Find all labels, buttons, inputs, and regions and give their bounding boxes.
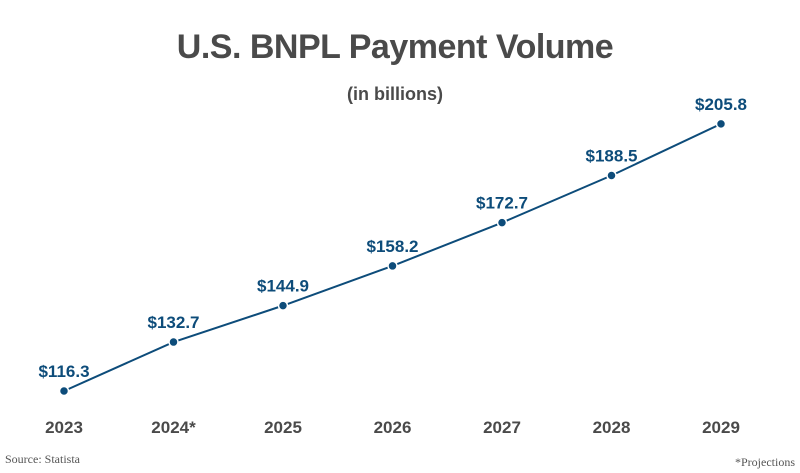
chart-title: U.S. BNPL Payment Volume (176, 28, 614, 66)
data-label: $172.7 (476, 194, 528, 213)
data-label: $158.2 (367, 237, 419, 256)
data-labels-group: $116.3 $132.7 $144.9 $158.2 $172.7 $188.5 $205… (38, 95, 747, 381)
projections-footnote: *Projections (735, 455, 795, 469)
x-axis-tick-label: 2023 (45, 418, 83, 437)
source-note: Source: Statista (5, 452, 80, 466)
data-label: $205.8 (695, 95, 747, 114)
data-point-marker (715, 118, 727, 130)
data-label: $132.7 (148, 313, 200, 332)
data-point-marker (58, 385, 70, 397)
data-point-marker (168, 336, 179, 348)
data-label: $116.3 (38, 362, 89, 381)
x-axis-tick-label: 2028 (593, 418, 631, 437)
x-axis-tick-label: 2029 (702, 418, 740, 437)
data-label: $188.5 (586, 146, 638, 165)
markers-group (58, 118, 727, 397)
data-point-marker (387, 260, 398, 272)
x-axis-tick-label: 2025 (264, 418, 302, 437)
x-axis-tick-label: 2027 (483, 418, 521, 437)
chart-subtitle: (in billions) (347, 84, 443, 104)
x-axis-labels-group: 2023 2024* 2025 2026 2027 2028 2029 (45, 418, 740, 437)
x-axis-tick-label: 2024* (151, 418, 196, 437)
data-label: $144.9 (257, 277, 309, 296)
data-point-marker (496, 217, 508, 228)
x-axis-tick-label: 2026 (374, 418, 412, 437)
data-point-marker (277, 300, 289, 311)
data-point-marker (606, 170, 617, 181)
